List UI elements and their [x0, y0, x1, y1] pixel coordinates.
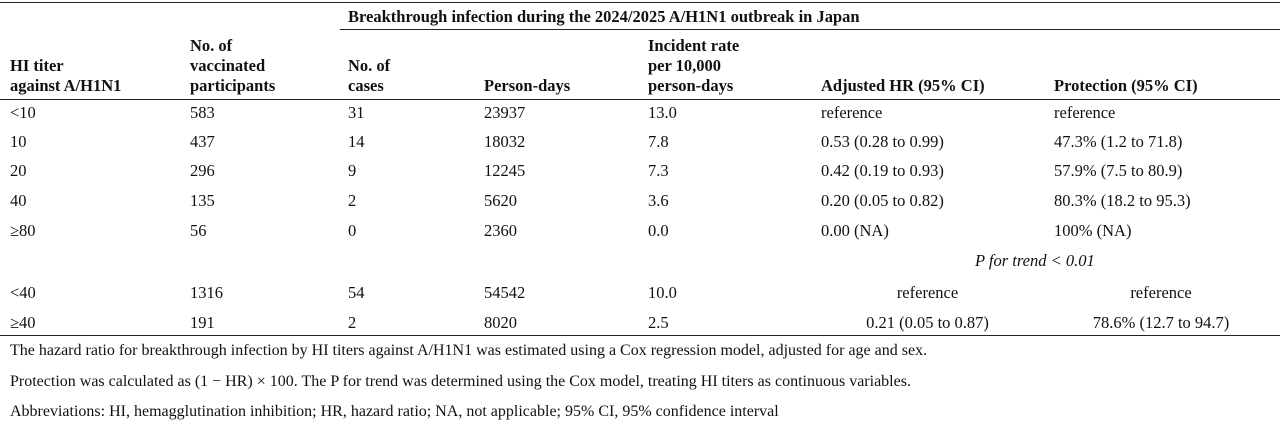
cell-rate: 10.0: [648, 283, 677, 302]
header-cases-line2: cases: [348, 76, 384, 95]
cell-protection: 47.3% (1.2 to 71.8): [1054, 132, 1183, 151]
cell-person-days: 12245: [484, 161, 526, 180]
cell-titer: ≥80: [10, 221, 36, 240]
header-rate: Incident rate per 10,000 person-days: [648, 36, 739, 96]
header-vaccinated-line1: No. of: [190, 36, 233, 55]
footnote-protection: Protection was calculated as (1 − HR) × …: [10, 373, 911, 390]
header-rate-line1: Incident rate: [648, 36, 740, 55]
footnote-abbreviations: Abbreviations: HI, hemagglutination inhi…: [10, 403, 779, 420]
cell-person-days: 2360: [484, 221, 517, 240]
cell-rate: 13.0: [648, 103, 677, 122]
header-rate-line2: per 10,000: [648, 56, 722, 75]
cell-vaccinated: 135: [190, 191, 215, 210]
footnote-hazard-ratio: The hazard ratio for breakthrough infect…: [10, 342, 928, 359]
cell-titer: ≥40: [10, 313, 36, 332]
spanner-rule: [340, 29, 1280, 30]
cell-hr: 0.53 (0.28 to 0.99): [821, 132, 944, 151]
header-rate-line3: person-days: [648, 76, 734, 95]
cell-hr: 0.00 (NA): [821, 221, 889, 240]
cell-rate: 7.8: [648, 132, 669, 151]
cell-titer: <40: [10, 283, 36, 302]
cell-person-days: 18032: [484, 132, 526, 151]
cell-protection: 100% (NA): [1054, 221, 1132, 240]
cell-person-days: 54542: [484, 283, 526, 302]
header-cases-line1: No. of: [348, 56, 391, 75]
cell-hr: reference: [896, 283, 959, 302]
cell-rate: 7.3: [648, 161, 669, 180]
cell-rate: 0.0: [648, 221, 669, 240]
trend-note: P for trend < 0.01: [975, 251, 1095, 270]
header-titer-line1: HI titer: [10, 56, 64, 75]
cell-cases: 2: [348, 191, 357, 210]
header-hr: Adjusted HR (95% CI): [821, 76, 985, 95]
cell-vaccinated: 296: [190, 161, 215, 180]
cell-person-days: 8020: [484, 313, 517, 332]
cell-titer: <10: [10, 103, 36, 122]
cell-cases: 2: [348, 313, 357, 332]
header-vaccinated-line2: vaccinated: [190, 56, 266, 75]
cell-protection: reference: [1130, 283, 1192, 302]
header-vaccinated-line3: participants: [190, 76, 276, 95]
header-cases: No. of cases: [348, 56, 390, 96]
cell-rate: 2.5: [648, 313, 669, 332]
cell-hr: 0.20 (0.05 to 0.82): [821, 191, 944, 210]
spanner-header: Breakthrough infection during the 2024/2…: [348, 7, 860, 26]
cell-hr: 0.42 (0.19 to 0.93): [821, 161, 944, 180]
cell-hr: 0.21 (0.05 to 0.87): [866, 313, 989, 332]
cell-protection: reference: [1054, 103, 1116, 122]
cell-protection: 78.6% (12.7 to 94.7): [1092, 313, 1230, 332]
cell-cases: 0: [348, 221, 357, 240]
cell-vaccinated: 191: [190, 313, 215, 332]
cell-person-days: 23937: [484, 103, 526, 122]
header-titer: HI titer against A/H1N1: [10, 56, 121, 96]
cell-vaccinated: 437: [190, 132, 215, 151]
cell-titer: 20: [10, 161, 27, 180]
cell-cases: 54: [348, 283, 365, 302]
header-titer-line2: against A/H1N1: [10, 76, 122, 95]
cell-vaccinated: 583: [190, 103, 215, 122]
header-protection: Protection (95% CI): [1054, 76, 1198, 95]
cell-cases: 31: [348, 103, 365, 122]
cell-titer: 10: [10, 132, 27, 151]
cell-titer: 40: [10, 191, 27, 210]
cell-rate: 3.6: [648, 191, 669, 210]
top-rule: [0, 2, 1280, 3]
cell-hr: reference: [821, 103, 883, 122]
header-vaccinated: No. of vaccinated participants: [190, 36, 275, 96]
cell-protection: 80.3% (18.2 to 95.3): [1054, 191, 1191, 210]
table-bottom-rule: [0, 335, 1280, 336]
cell-cases: 9: [348, 161, 357, 180]
header-person-days: Person-days: [484, 76, 571, 95]
cell-person-days: 5620: [484, 191, 517, 210]
cell-vaccinated: 1316: [190, 283, 223, 302]
cell-vaccinated: 56: [190, 221, 207, 240]
cell-cases: 14: [348, 132, 365, 151]
header-bottom-rule: [0, 99, 1280, 100]
cell-protection: 57.9% (7.5 to 80.9): [1054, 161, 1183, 180]
